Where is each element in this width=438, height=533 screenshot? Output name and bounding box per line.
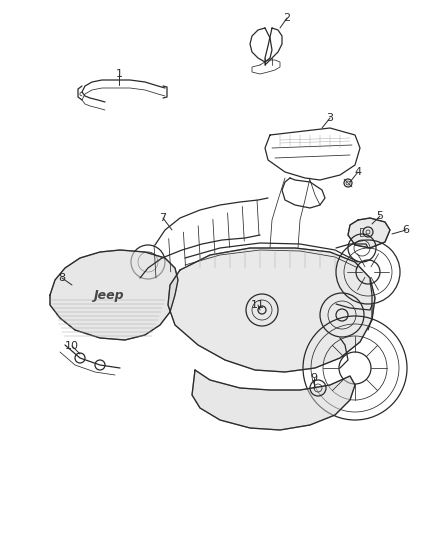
Text: 8: 8 xyxy=(58,273,66,283)
Text: 3: 3 xyxy=(326,113,333,123)
Text: 11: 11 xyxy=(251,300,265,310)
Text: 5: 5 xyxy=(377,211,384,221)
Polygon shape xyxy=(50,250,178,340)
Text: 1: 1 xyxy=(116,69,123,79)
Text: 7: 7 xyxy=(159,213,166,223)
Polygon shape xyxy=(348,218,390,248)
Text: 2: 2 xyxy=(283,13,290,23)
Text: 9: 9 xyxy=(311,373,318,383)
Text: 10: 10 xyxy=(65,341,79,351)
Polygon shape xyxy=(168,248,375,372)
Text: 4: 4 xyxy=(354,167,361,177)
Text: 6: 6 xyxy=(403,225,410,235)
Text: Jeep: Jeep xyxy=(93,288,124,302)
Polygon shape xyxy=(192,370,355,430)
